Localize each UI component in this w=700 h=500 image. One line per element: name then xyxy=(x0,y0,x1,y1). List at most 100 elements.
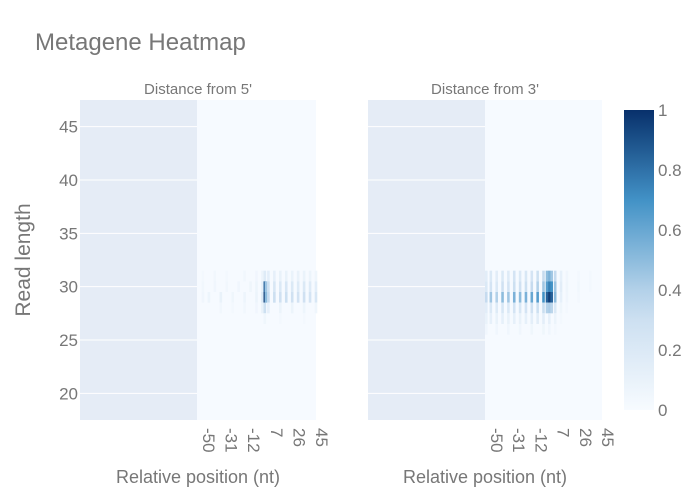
heatmap-cell xyxy=(213,281,217,292)
y-tick-label: 45 xyxy=(59,118,78,137)
heatmap-cell xyxy=(278,270,282,282)
heatmap-cell xyxy=(548,313,551,324)
heatmap-cell xyxy=(290,270,294,282)
x-tick-label: -12 xyxy=(244,428,263,453)
heatmap-cell xyxy=(314,270,318,282)
colorbar-tick-label: 0.6 xyxy=(658,221,682,240)
x-tick-label: 45 xyxy=(598,428,617,447)
heatmap-cell xyxy=(489,292,493,303)
x-tick-label: 7 xyxy=(554,428,573,437)
heatmap-cell xyxy=(512,302,516,314)
heatmap-cell xyxy=(536,292,539,303)
heatmap-cell xyxy=(261,302,264,314)
heatmap-panel-2: Distance from 3' -50 -31 -12 7 26 45 Relative p… xyxy=(368,81,617,487)
heatmap-cell xyxy=(577,281,580,292)
heatmap-cell xyxy=(518,292,522,303)
y-tick-label: 40 xyxy=(59,171,78,190)
heatmap-cell xyxy=(485,270,488,282)
heatmap-cell xyxy=(207,292,211,303)
x-tick-label: -31 xyxy=(222,428,241,453)
heatmap-cell xyxy=(507,313,510,324)
heatmap-cell xyxy=(485,281,488,292)
heatmap-cell xyxy=(261,270,264,282)
heatmap-cell xyxy=(545,302,549,314)
heatmap-cell xyxy=(255,270,258,282)
heatmap-cell xyxy=(495,302,498,314)
heatmap-cell xyxy=(237,281,240,292)
heatmap-cell xyxy=(518,281,522,292)
heatmap-cell xyxy=(548,324,551,335)
heatmap-cell xyxy=(284,292,288,303)
heatmap-cell xyxy=(530,292,534,303)
y-tick-label: 30 xyxy=(59,278,78,297)
heatmap-cell xyxy=(308,270,312,282)
x-tick-label: 45 xyxy=(312,428,331,447)
heatmap-cell xyxy=(261,281,264,292)
heatmap-cell xyxy=(243,292,246,303)
x-tick-label: -12 xyxy=(531,428,550,453)
panel-subtitle: Distance from 3' xyxy=(431,81,539,98)
heatmap-cell xyxy=(550,281,553,292)
heatmap-cell xyxy=(264,281,268,292)
colorbar-bar xyxy=(624,110,654,410)
heatmap-cell xyxy=(308,292,312,303)
heatmap-cell xyxy=(530,324,534,335)
heatmap-cell xyxy=(518,302,522,314)
heatmap-cell xyxy=(542,313,545,324)
x-tick-label: 26 xyxy=(289,428,308,447)
heatmap-cell xyxy=(290,302,294,314)
heatmap-cell xyxy=(507,324,510,335)
colorbar-tick-label: 0.4 xyxy=(658,281,682,300)
heatmap-cell xyxy=(553,324,557,335)
heatmap-cell xyxy=(231,292,235,303)
heatmap-cell xyxy=(530,313,534,324)
chart-title: Metagene Heatmap xyxy=(35,29,246,56)
heatmap-cell xyxy=(201,281,205,292)
heatmap-cell xyxy=(548,270,551,282)
heatmap-cell xyxy=(501,281,504,292)
heatmap-cell xyxy=(501,313,504,324)
heatmap-cell xyxy=(296,292,300,303)
x-tick-label: -50 xyxy=(487,428,506,453)
heatmap-cell xyxy=(201,270,205,282)
x-axis-title: Relative position (nt) xyxy=(116,467,280,487)
heatmap-cell xyxy=(267,281,270,292)
x-tick-label: 7 xyxy=(267,428,286,437)
heatmap-cell xyxy=(507,302,510,314)
heatmap-cell xyxy=(273,292,276,303)
heatmap-cell xyxy=(485,324,488,335)
heatmap-cell xyxy=(559,292,563,303)
heatmap-cell xyxy=(243,302,246,314)
heatmap-cell xyxy=(553,302,557,314)
heatmap-cell xyxy=(542,281,545,292)
x-axis-title: Relative position (nt) xyxy=(403,467,567,487)
heatmap-cell xyxy=(489,313,493,324)
heatmap-cell xyxy=(485,302,488,314)
heatmap-cell xyxy=(264,292,268,303)
heatmap-cell xyxy=(284,270,288,282)
heatmap-cell xyxy=(589,281,592,292)
heatmap-cell xyxy=(530,270,534,282)
heatmap-cell xyxy=(495,313,498,324)
heatmap-cell xyxy=(524,281,528,292)
x-tick-label: -31 xyxy=(509,428,528,453)
heatmap-cell xyxy=(524,302,528,314)
heatmap-cell xyxy=(507,270,510,282)
heatmap-cell xyxy=(577,292,580,303)
heatmap-cell xyxy=(273,270,276,282)
heatmap-cell xyxy=(495,324,498,335)
heatmap-cell xyxy=(263,270,267,282)
heatmap-cell xyxy=(545,292,549,303)
heatmap-cell xyxy=(518,313,522,324)
heatmap-cell xyxy=(314,281,318,292)
heatmap-cell xyxy=(524,313,528,324)
heatmap-cell xyxy=(485,292,488,303)
heatmap-cell xyxy=(485,313,488,324)
heatmap-cell xyxy=(524,270,528,282)
heatmap-cell xyxy=(267,302,270,314)
heatmap-cell xyxy=(302,302,306,314)
heatmap-cell xyxy=(536,281,539,292)
heatmap-cell xyxy=(536,313,539,324)
